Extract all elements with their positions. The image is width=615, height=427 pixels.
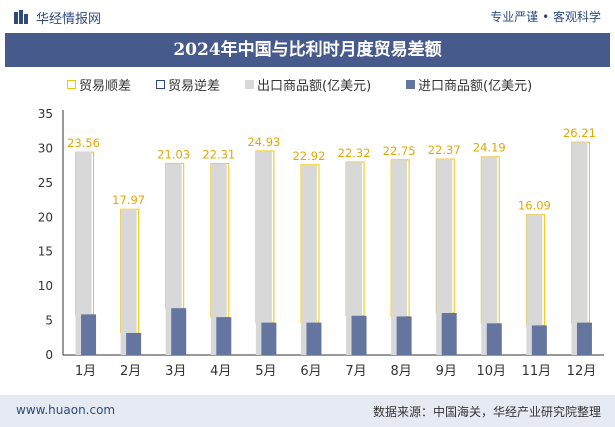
export-bar (75, 151, 92, 355)
legend-swatch-deficit (156, 79, 165, 89)
y-tick-label: 0 (45, 348, 53, 362)
footer: www.huaon.com 数据来源：中国海关，华经产业研究院整理 (0, 395, 615, 427)
surplus-data-label: 26.21 (563, 126, 596, 140)
x-tick-label: 8月 (390, 364, 411, 379)
y-tick-label: 5 (45, 314, 53, 328)
export-bar (391, 160, 408, 355)
y-tick-label: 35 (38, 107, 53, 121)
title-bar: 2024年中国与比利时月度贸易差额 (5, 33, 610, 67)
import-bar (396, 316, 412, 355)
x-tick-label: 12月 (567, 364, 597, 379)
import-bar (81, 314, 97, 355)
legend-item-deficit: 贸易逆差 (156, 74, 220, 94)
export-bar (346, 162, 363, 355)
x-tick-label: 10月 (477, 364, 507, 379)
chart-title: 2024年中国与比利时月度贸易差额 (173, 40, 442, 60)
surplus-data-label: 24.93 (247, 135, 280, 149)
import-bar (126, 332, 142, 355)
import-bar (441, 312, 457, 355)
month-group: 24.19 10月 (473, 141, 506, 379)
site-name: 华经情报网 (36, 12, 102, 27)
surplus-data-label: 22.92 (292, 149, 325, 163)
month-group: 22.75 8月 (383, 144, 416, 379)
legend: 贸易顺差 贸易逆差 出口商品额(亿美元) 进口商品额(亿美元) (0, 74, 615, 96)
top-bar: 华经情报网 专业严谨 • 客观科学 (0, 0, 615, 32)
x-tick-label: 1月 (75, 364, 96, 379)
import-bar (216, 317, 232, 355)
month-group: 26.21 12月 (563, 126, 596, 379)
legend-label-import: 进口商品额(亿美元) (418, 78, 533, 94)
x-tick-label: 4月 (210, 364, 231, 379)
import-bar (351, 315, 367, 355)
slogan: 专业严谨 • 客观科学 (490, 10, 601, 24)
legend-label-deficit: 贸易逆差 (168, 78, 221, 94)
legend-swatch-export (245, 79, 254, 89)
import-bar (171, 308, 187, 355)
legend-label-surplus: 贸易顺差 (79, 78, 132, 94)
surplus-data-label: 22.75 (383, 144, 416, 158)
surplus-data-label: 24.19 (473, 141, 506, 155)
month-group: 16.09 11月 (518, 199, 551, 379)
export-bar (120, 209, 137, 355)
export-bar (210, 163, 227, 355)
y-tick-label: 30 (38, 141, 53, 155)
import-bar (531, 325, 547, 355)
import-bar (486, 323, 502, 355)
surplus-data-label: 21.03 (157, 147, 190, 161)
export-bar (526, 214, 543, 355)
month-group: 24.93 5月 (247, 135, 280, 379)
month-group: 21.03 3月 (157, 147, 190, 379)
legend-swatch-import (406, 79, 415, 89)
export-bar (571, 142, 588, 355)
x-tick-label: 9月 (436, 364, 457, 379)
footer-source: 数据来源：中国海关，华经产业研究院整理 (372, 405, 601, 419)
surplus-data-label: 17.97 (112, 193, 145, 207)
legend-item-surplus: 贸易顺差 (67, 74, 131, 94)
x-tick-label: 2月 (120, 364, 141, 379)
y-tick-label: 10 (38, 279, 53, 293)
huajing-logo-icon (14, 10, 28, 24)
x-tick-label: 5月 (255, 364, 276, 379)
export-bar (481, 156, 498, 355)
import-bar (576, 322, 592, 355)
x-tick-label: 11月 (522, 364, 552, 379)
y-tick-label: 15 (38, 245, 53, 259)
y-tick-label: 25 (38, 176, 53, 190)
surplus-data-label: 22.32 (338, 146, 371, 160)
legend-label-export: 出口商品额(亿美元) (257, 78, 372, 94)
month-group: 22.92 6月 (292, 149, 325, 379)
x-tick-label: 7月 (345, 364, 366, 379)
y-tick-label: 20 (38, 210, 53, 224)
month-group: 17.97 2月 (112, 193, 145, 379)
surplus-data-label: 22.37 (428, 143, 461, 157)
export-bar (436, 158, 453, 355)
month-group: 22.31 4月 (202, 148, 235, 379)
month-group: 23.56 1月 (67, 136, 100, 379)
x-tick-label: 6月 (300, 364, 321, 379)
export-bar (165, 163, 182, 355)
surplus-data-label: 23.56 (67, 136, 100, 150)
footer-url: www.huaon.com (16, 403, 116, 417)
export-bar (300, 164, 317, 355)
month-group: 22.37 9月 (428, 143, 461, 379)
import-bar (261, 322, 277, 355)
surplus-data-label: 22.31 (202, 148, 235, 162)
legend-item-export: 出口商品额(亿美元) (245, 74, 371, 94)
x-tick-label: 3月 (165, 364, 186, 379)
bar-chart: 0 5 10 15 20 25 30 35 23.56 1月 17.97 2月 21.03 3月 22.31… (38, 107, 604, 379)
surplus-data-label: 16.09 (518, 199, 551, 213)
legend-swatch-surplus (67, 79, 76, 89)
export-bar (255, 151, 272, 355)
month-group: 22.32 7月 (338, 146, 371, 379)
import-bar (306, 322, 322, 355)
legend-item-import: 进口商品额(亿美元) (406, 74, 532, 94)
